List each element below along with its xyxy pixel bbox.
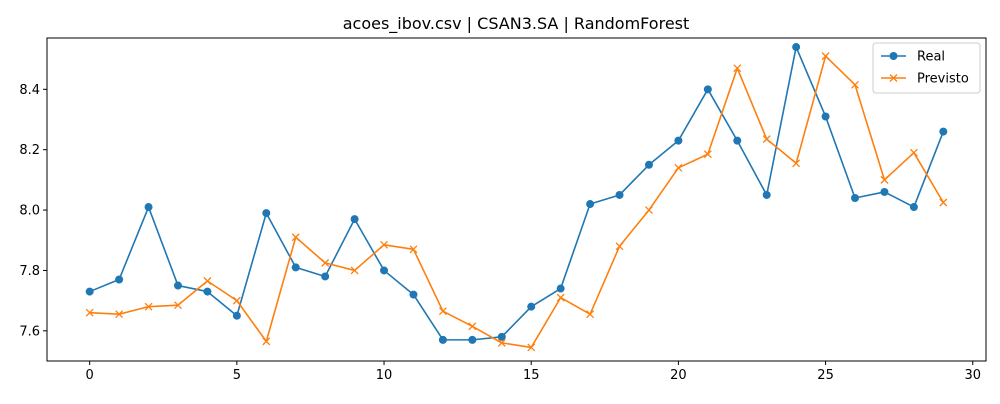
data-point-previsto <box>762 135 771 144</box>
data-point-real <box>880 187 889 196</box>
data-point-real <box>939 127 948 136</box>
data-point-real <box>497 332 506 341</box>
data-point-previsto <box>291 233 300 242</box>
x-tick-label: 30 <box>964 368 981 383</box>
y-tick-label: 8.0 <box>19 204 40 219</box>
data-point-previsto <box>262 337 271 346</box>
data-point-real <box>703 85 712 94</box>
data-point-real <box>851 193 860 202</box>
data-point-previsto <box>85 308 94 317</box>
x-tick-label: 20 <box>670 368 687 383</box>
data-point-previsto <box>615 242 624 251</box>
y-axis: 7.6 7.8 8.0 8.2 8.4 <box>19 83 47 339</box>
data-point-real <box>468 335 477 344</box>
data-point-real <box>350 215 359 224</box>
x-tick-label: 10 <box>376 368 393 383</box>
data-point-real <box>291 263 300 272</box>
data-point-real <box>644 160 653 169</box>
data-point-previsto <box>556 293 565 302</box>
legend: Real Previsto <box>872 42 981 94</box>
data-point-previsto <box>174 301 182 310</box>
data-point-real <box>792 43 801 52</box>
data-point-previsto <box>909 148 918 157</box>
data-point-real <box>262 209 271 218</box>
data-point-previsto <box>321 258 330 267</box>
data-point-previsto <box>350 266 359 275</box>
data-point-previsto <box>380 240 388 249</box>
y-tick-label: 8.4 <box>19 83 40 98</box>
data-point-previsto <box>851 80 859 89</box>
data-point-real <box>85 287 94 296</box>
data-point-real <box>762 190 771 199</box>
x-axis: 0 5 10 15 20 25 30 <box>86 361 981 383</box>
data-point-real <box>409 290 418 299</box>
data-point-real <box>438 335 447 344</box>
data-point-previsto <box>645 206 653 215</box>
legend-label-previsto: Previsto <box>917 72 969 87</box>
data-point-previsto <box>409 245 418 254</box>
data-point-real <box>144 203 153 212</box>
data-point-previsto <box>792 159 801 168</box>
data-point-previsto <box>733 64 742 73</box>
y-tick-label: 7.6 <box>19 324 40 339</box>
data-point-previsto <box>586 310 595 319</box>
data-point-real <box>733 136 742 145</box>
plot-frame <box>46 37 987 362</box>
plot-area <box>85 43 948 352</box>
y-tick-label: 8.2 <box>19 143 40 158</box>
x-tick-label: 0 <box>86 368 94 383</box>
data-point-real <box>674 136 683 145</box>
chart-title: acoes_ibov.csv | CSAN3.SA | RandomForest <box>343 14 690 34</box>
legend-marker-previsto <box>889 74 898 82</box>
data-point-real <box>586 200 595 209</box>
legend-label-real: Real <box>917 50 945 65</box>
y-tick-label: 7.8 <box>19 264 40 279</box>
data-point-real <box>615 190 624 199</box>
x-tick-label: 25 <box>817 368 834 383</box>
data-point-real <box>173 281 182 290</box>
data-point-real <box>232 311 241 320</box>
data-point-previsto <box>703 150 712 159</box>
data-point-real <box>115 275 124 284</box>
data-point-previsto <box>203 277 212 285</box>
data-point-real <box>527 302 536 311</box>
data-point-previsto <box>939 198 948 207</box>
data-point-real <box>556 284 565 293</box>
x-tick-label: 15 <box>523 368 540 383</box>
data-point-real <box>821 112 830 121</box>
data-point-previsto <box>115 310 124 319</box>
data-point-previsto <box>674 163 683 172</box>
data-point-previsto <box>821 52 830 61</box>
data-point-previsto <box>438 307 447 316</box>
series-line-real <box>89 46 945 341</box>
data-point-previsto <box>880 175 889 184</box>
data-point-real <box>909 203 918 212</box>
legend-marker-real <box>889 52 898 60</box>
data-point-previsto <box>497 338 506 347</box>
data-point-real <box>380 266 389 275</box>
data-point-previsto <box>468 322 477 331</box>
data-point-real <box>203 287 212 296</box>
data-point-previsto <box>144 302 153 311</box>
x-tick-label: 5 <box>233 368 241 383</box>
data-point-previsto <box>527 343 536 352</box>
data-point-real <box>321 272 330 281</box>
series-line-previsto <box>89 55 945 349</box>
data-point-previsto <box>232 296 241 305</box>
